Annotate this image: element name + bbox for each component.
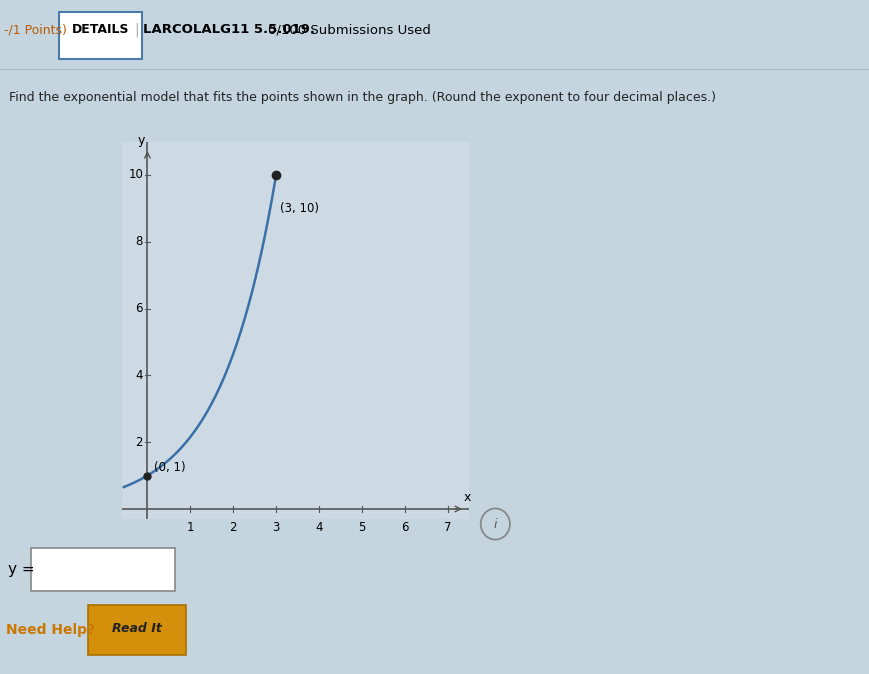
FancyBboxPatch shape: [59, 12, 142, 59]
Text: 5: 5: [358, 520, 366, 534]
FancyBboxPatch shape: [89, 605, 186, 655]
Text: 7: 7: [444, 520, 452, 534]
Text: Need Help?: Need Help?: [6, 623, 96, 637]
Text: 6: 6: [136, 302, 143, 315]
Text: Read It: Read It: [112, 623, 162, 636]
Text: y =: y =: [8, 562, 35, 577]
Text: 2: 2: [229, 520, 237, 534]
Text: LARCOLALG11 5.5.019.: LARCOLALG11 5.5.019.: [143, 23, 315, 36]
Text: x: x: [463, 491, 471, 504]
Text: i: i: [494, 518, 497, 531]
Text: 8: 8: [136, 235, 143, 248]
Text: 2: 2: [136, 435, 143, 449]
Text: 4: 4: [136, 369, 143, 382]
Text: 4: 4: [315, 520, 322, 534]
Text: |: |: [134, 22, 139, 37]
Text: y: y: [138, 133, 145, 146]
Text: -/1 Points): -/1 Points): [4, 23, 67, 36]
Text: 0/100 Submissions Used: 0/100 Submissions Used: [268, 23, 430, 36]
Text: DETAILS: DETAILS: [71, 23, 129, 36]
Text: Find the exponential model that fits the points shown in the graph. (Round the e: Find the exponential model that fits the…: [9, 91, 716, 104]
FancyBboxPatch shape: [31, 549, 175, 590]
Text: (3, 10): (3, 10): [280, 202, 319, 214]
Text: 1: 1: [187, 520, 194, 534]
Text: (0, 1): (0, 1): [154, 461, 185, 474]
Text: 6: 6: [401, 520, 408, 534]
Text: 3: 3: [273, 520, 280, 534]
Text: 10: 10: [129, 168, 143, 181]
